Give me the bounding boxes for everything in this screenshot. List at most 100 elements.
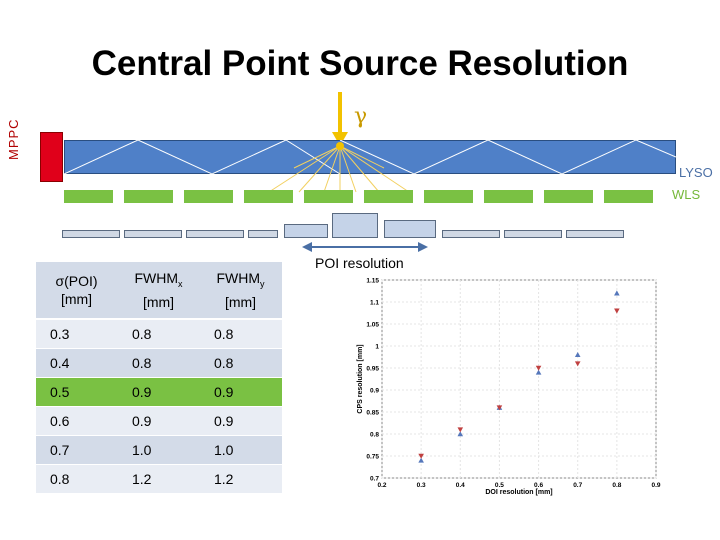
readout-bar	[62, 230, 120, 238]
interaction-point	[336, 142, 344, 150]
readout-bar	[186, 230, 244, 238]
x-tick-label: 0.5	[495, 482, 504, 489]
cell-sigma: 0.8	[36, 465, 118, 494]
cell-fwhm-x: 0.9	[118, 407, 200, 436]
lyso-label: LYSO	[679, 165, 713, 180]
light-path-right	[339, 140, 676, 175]
header-fwhm-y: FWHMy [mm]	[200, 262, 282, 320]
readout-bar	[504, 230, 562, 238]
data-point-down	[496, 405, 503, 411]
table-header-row: σ(POI) [mm] FWHMx [mm] FWHMy [mm]	[36, 262, 282, 320]
wls-strip	[484, 190, 533, 203]
cell-fwhm-y: 0.9	[200, 407, 282, 436]
rays-svg	[332, 92, 348, 146]
readout-bump	[284, 224, 328, 238]
cps-resolution-plot: 0.7 0.75 0.8 0.85 0.9 0.95 1 1.05 1.1 1.15 0.2 0.3…	[357, 278, 661, 497]
y-tick-label: 1	[375, 344, 379, 351]
cell-fwhm-y: 1.2	[200, 465, 282, 494]
cell-sigma: 0.5	[36, 378, 118, 407]
y-tick-labels: 0.7 0.75 0.8 0.85 0.9 0.95 1 1.05 1.1 1.15	[366, 278, 379, 483]
readout-bar	[566, 230, 624, 238]
x-tick-label: 0.2	[377, 482, 386, 489]
y-tick-label: 1.05	[366, 322, 379, 329]
data-point-down	[535, 365, 542, 371]
cell-sigma: 0.3	[36, 320, 118, 349]
header-fwhm-x: FWHMx [mm]	[118, 262, 200, 320]
data-point-down	[614, 308, 620, 314]
data-point-down	[574, 361, 581, 367]
data-point-up	[574, 352, 581, 358]
x-tick-label: 0.3	[417, 482, 426, 489]
wls-strip	[244, 190, 293, 203]
cell-fwhm-y: 1.0	[200, 436, 282, 465]
light-paths-svg	[64, 140, 676, 193]
table-row: 0.6 0.9 0.9	[36, 407, 282, 436]
data-points	[418, 290, 620, 463]
data-point-down	[457, 427, 464, 433]
gamma-label: γ	[354, 104, 368, 129]
readout-bar	[248, 230, 278, 238]
data-point-down	[418, 453, 424, 459]
cell-sigma: 0.4	[36, 349, 118, 378]
table-row: 0.4 0.8 0.8	[36, 349, 282, 378]
wls-strip	[424, 190, 473, 203]
data-point-up	[418, 457, 424, 463]
page-title: Central Point Source Resolution	[91, 44, 629, 83]
x-axis-label: DOI resolution [mm]	[485, 489, 552, 496]
table-row: 0.3 0.8 0.8	[36, 320, 282, 349]
wls-strip	[364, 190, 413, 203]
cell-fwhm-x: 0.9	[118, 378, 200, 407]
readout-bump	[384, 220, 436, 238]
poi-arrow	[302, 242, 428, 252]
x-tick-label: 0.9	[651, 482, 660, 489]
x-tick-label: 0.7	[573, 482, 582, 489]
header-sigma-poi: σ(POI) [mm]	[36, 262, 118, 320]
y-tick-label: 0.75	[366, 454, 379, 461]
cell-fwhm-x: 0.8	[118, 320, 200, 349]
data-point-up	[614, 290, 620, 296]
x-tick-label: 0.4	[456, 482, 465, 489]
readout-bar	[124, 230, 182, 238]
scintillation-rays	[268, 145, 410, 193]
table-row-highlighted: 0.5 0.9 0.9	[36, 378, 282, 407]
wls-strip	[184, 190, 233, 203]
wls-strip	[544, 190, 593, 203]
wls-strip	[304, 190, 353, 203]
y-axis-label: CPS resolution [mm]	[357, 344, 364, 413]
resolution-table: σ(POI) [mm] FWHMx [mm] FWHMy [mm] 0.3 0.8 0…	[36, 262, 282, 494]
cell-fwhm-x: 1.0	[118, 436, 200, 465]
y-tick-label: 1.15	[366, 278, 379, 285]
y-tick-label: 0.9	[370, 388, 379, 395]
mppc-sensor	[40, 132, 63, 182]
cell-fwhm-y: 0.9	[200, 378, 282, 407]
wls-strip	[604, 190, 653, 203]
readout-bar	[442, 230, 500, 238]
y-tick-label: 0.7	[370, 476, 379, 483]
cell-fwhm-x: 0.8	[118, 349, 200, 378]
y-tick-label: 0.8	[370, 432, 379, 439]
wls-label: WLS	[672, 187, 701, 202]
data-point-up	[457, 431, 464, 437]
gamma-arrow-head	[332, 132, 348, 146]
data-point-up	[535, 369, 542, 375]
cell-fwhm-x: 1.2	[118, 465, 200, 494]
mppc-label: MPPC	[6, 118, 21, 160]
y-tick-label: 1.1	[370, 300, 379, 307]
y-tick-label: 0.85	[366, 410, 379, 417]
wls-strip	[124, 190, 173, 203]
light-path-left	[64, 140, 341, 175]
poi-resolution-label: POI resolution	[315, 255, 404, 271]
cell-fwhm-y: 0.8	[200, 349, 282, 378]
cell-fwhm-y: 0.8	[200, 320, 282, 349]
table-row: 0.8 1.2 1.2	[36, 465, 282, 494]
plot-frame	[381, 279, 657, 479]
x-tick-label: 0.8	[612, 482, 621, 489]
x-tick-labels: 0.2 0.3 0.4 0.5 0.6 0.7 0.8 0.9	[377, 482, 660, 489]
x-tick-label: 0.6	[534, 482, 543, 489]
cell-sigma: 0.7	[36, 436, 118, 465]
cell-sigma: 0.6	[36, 407, 118, 436]
y-tick-label: 0.95	[366, 366, 379, 373]
wls-strip	[64, 190, 113, 203]
readout-peak	[332, 213, 378, 238]
table-row: 0.7 1.0 1.0	[36, 436, 282, 465]
